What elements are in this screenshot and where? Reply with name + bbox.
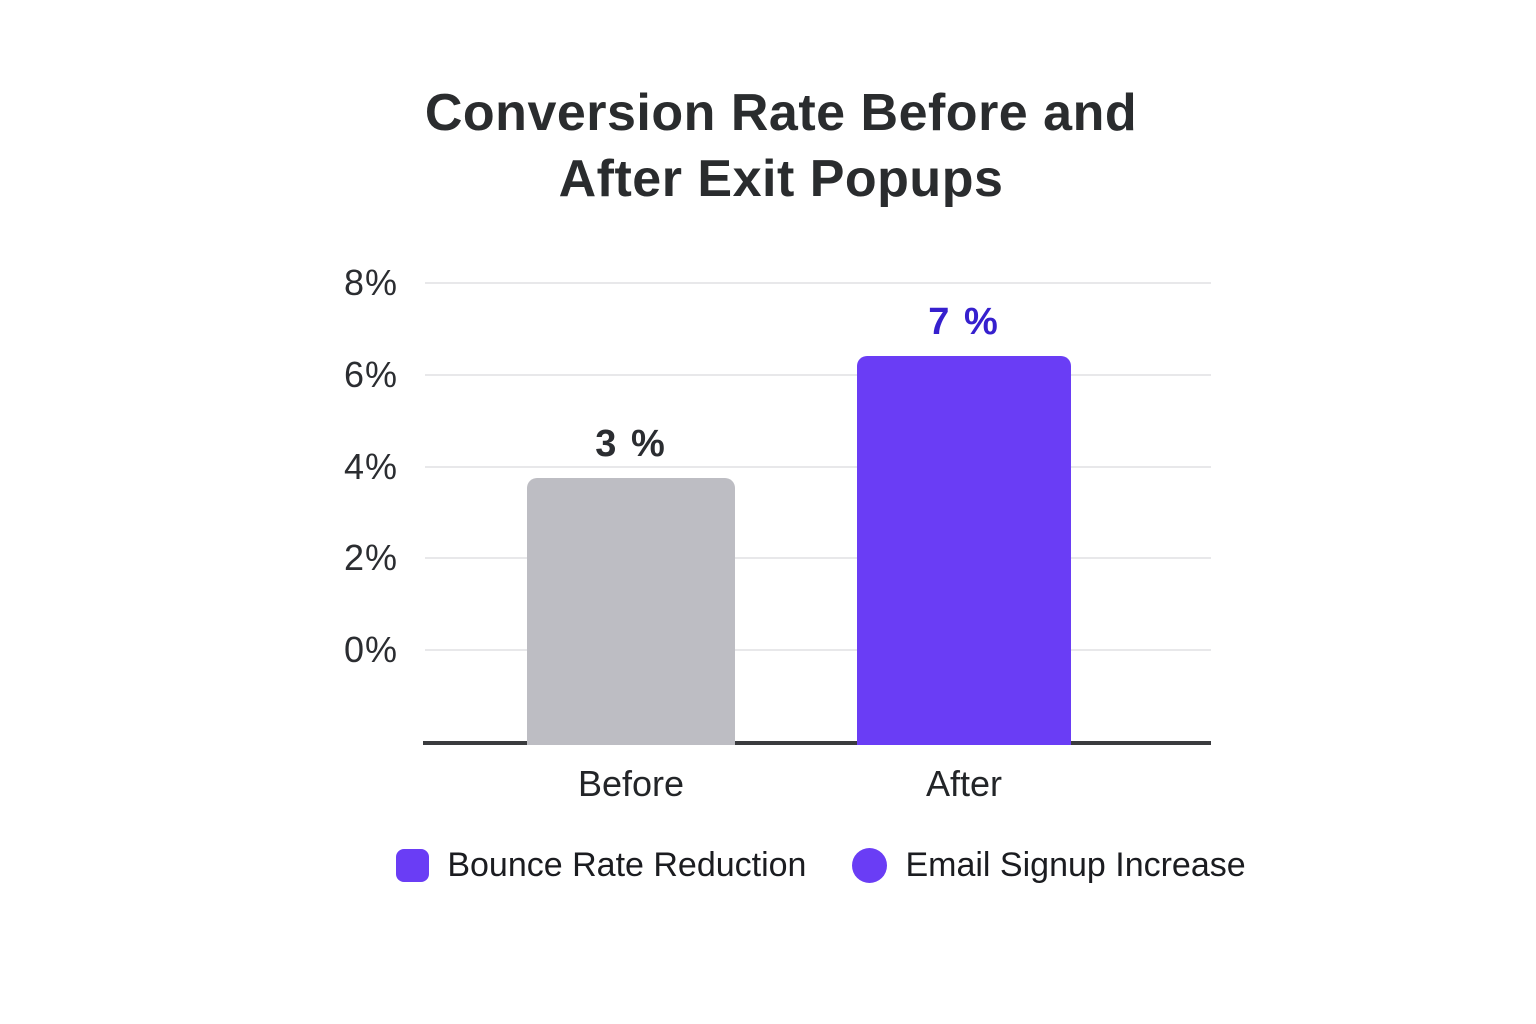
bar-before xyxy=(527,477,735,745)
y-tick-label-4%: 4% xyxy=(343,445,398,487)
x-category-label-after: After xyxy=(925,763,1003,804)
legend-item-bounce-rate-reduction: Bounce Rate Reduction xyxy=(396,846,806,885)
legend-item-email-signup-increase: Email Signup Increase xyxy=(852,846,1246,885)
y-tick-label-6%: 6% xyxy=(343,353,398,395)
legend: Bounce Rate Reduction Email Signup Increa… xyxy=(53,846,1536,885)
gridline-0% xyxy=(425,649,1211,651)
value-label-before: 3 % xyxy=(595,422,667,465)
chart-title-line2: After Exit Popups xyxy=(558,150,1004,208)
x-category-label-before: Before xyxy=(577,763,685,804)
gridline-4% xyxy=(425,465,1211,468)
gridline-8% xyxy=(425,282,1211,284)
chart-title-line1: Conversion Rate Before and xyxy=(424,84,1138,142)
legend-label: Bounce Rate Reduction xyxy=(447,846,807,884)
chart-title: Conversion Rate Before and After Exit Po… xyxy=(26,80,1536,212)
legend-label: Email Signup Increase xyxy=(905,846,1246,884)
x-axis-line xyxy=(423,741,1211,745)
legend-marker-circle-icon xyxy=(852,848,888,883)
y-tick-label-0%: 0% xyxy=(343,629,398,670)
value-label-after: 7 % xyxy=(928,301,1000,344)
gridline-2% xyxy=(425,557,1211,560)
legend-marker-square-icon xyxy=(396,849,430,882)
y-tick-label-8%: 8% xyxy=(343,262,398,303)
gridline-6% xyxy=(425,373,1211,376)
bar-after xyxy=(857,356,1071,745)
y-tick-label-2%: 2% xyxy=(343,537,398,579)
